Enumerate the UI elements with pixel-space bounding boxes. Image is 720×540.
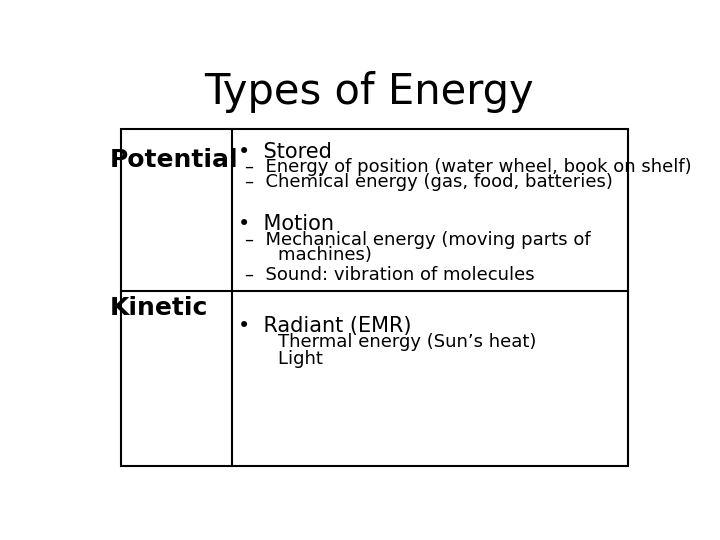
Text: –  Sound: vibration of molecules: – Sound: vibration of molecules — [245, 266, 535, 285]
Text: Types of Energy: Types of Energy — [204, 71, 534, 113]
Text: –  Energy of position (water wheel, book on shelf): – Energy of position (water wheel, book … — [245, 158, 692, 177]
Text: •  Motion: • Motion — [238, 214, 334, 234]
Text: –  Mechanical energy (moving parts of: – Mechanical energy (moving parts of — [245, 231, 590, 249]
Text: –  Chemical energy (gas, food, batteries): – Chemical energy (gas, food, batteries) — [245, 173, 613, 191]
Text: Kinetic: Kinetic — [109, 295, 208, 320]
Text: Light: Light — [255, 349, 323, 368]
Text: Thermal energy (Sun’s heat): Thermal energy (Sun’s heat) — [255, 333, 536, 351]
Text: •  Stored: • Stored — [238, 141, 332, 161]
Text: •  Radiant (EMR): • Radiant (EMR) — [238, 316, 411, 336]
Text: machines): machines) — [255, 246, 372, 264]
Text: Potential: Potential — [109, 148, 238, 172]
Bar — [121, 129, 629, 466]
